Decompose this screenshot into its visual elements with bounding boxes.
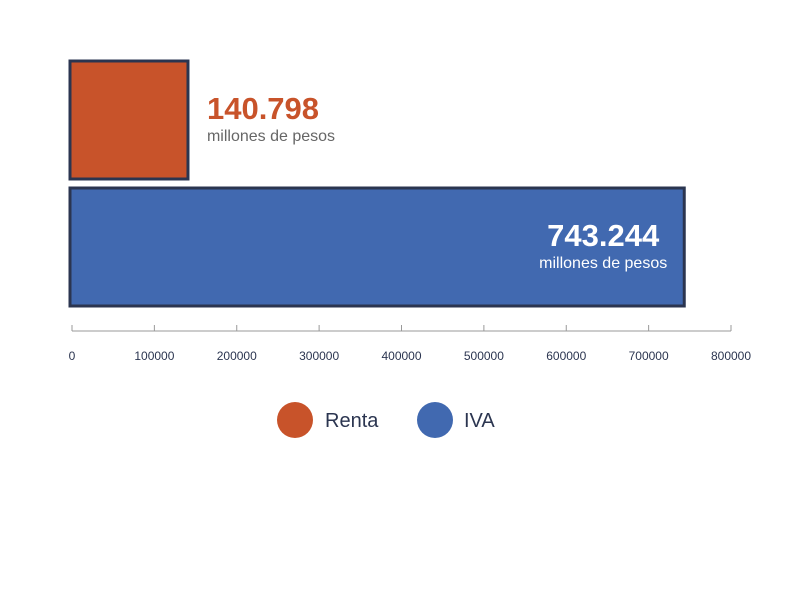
- bars-group: [68, 59, 686, 308]
- legend: Renta IVA: [277, 402, 495, 438]
- x-tick-label: 700000: [629, 349, 669, 363]
- legend-swatch-iva: [417, 402, 453, 438]
- x-tick-label: 100000: [134, 349, 174, 363]
- x-tick-label: 500000: [464, 349, 504, 363]
- value-label-iva: 743.244: [547, 218, 660, 253]
- unit-label-renta: millones de pesos: [207, 128, 335, 145]
- x-tick-label: 400000: [381, 349, 421, 363]
- x-tick-label: 200000: [217, 349, 257, 363]
- x-tick-label: 600000: [546, 349, 586, 363]
- x-tick-label: 800000: [711, 349, 751, 363]
- legend-label-iva: IVA: [464, 410, 495, 432]
- legend-label-renta: Renta: [325, 410, 379, 432]
- x-tick-label: 300000: [299, 349, 339, 363]
- unit-label-iva: millones de pesos: [539, 255, 667, 272]
- bar-iva: [68, 186, 686, 308]
- value-labels-group: 140.798 millones de pesos 743.244 millones …: [207, 91, 667, 272]
- legend-swatch-renta: [277, 402, 313, 438]
- x-tick-label: 0: [69, 349, 76, 363]
- x-axis: 0 100000 200000 300000 400000 500000 600000 700…: [69, 325, 751, 363]
- value-label-renta: 140.798: [207, 91, 319, 126]
- bar-renta: [68, 59, 190, 181]
